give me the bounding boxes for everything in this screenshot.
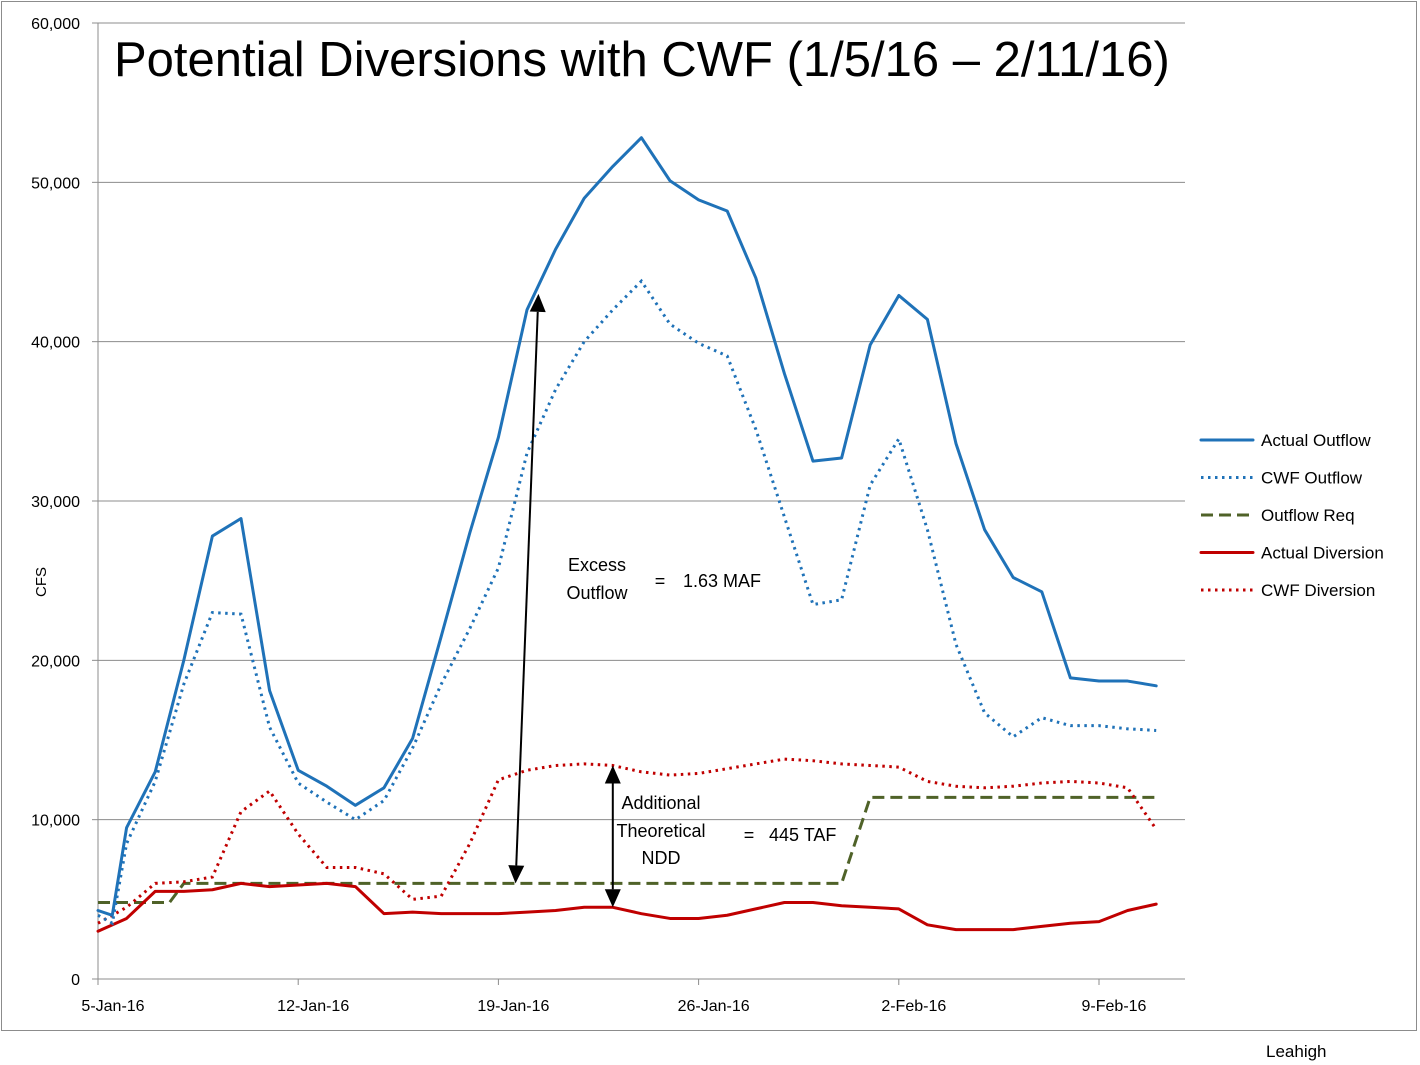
legend-item: CWF Diversion [1201, 581, 1375, 600]
x-tick-label: 26-Jan-16 [678, 998, 750, 1015]
y-tick-label: 10,000 [31, 813, 80, 830]
excess-arrow-head-bottom [508, 865, 525, 884]
legend-item: Outflow Req [1201, 506, 1355, 525]
ndd-arrow [604, 765, 621, 908]
ndd-label-line2: Theoretical [616, 821, 705, 841]
x-tick-label: 9-Feb-16 [1082, 998, 1147, 1015]
y-tick-label: 0 [71, 972, 80, 989]
legend-label: Outflow Req [1261, 506, 1355, 525]
excess-value: 1.63 MAF [683, 571, 761, 591]
ndd-label-line1: Additional [621, 793, 700, 813]
series-cwf-diversion [97, 757, 1158, 925]
ndd-arrow-head-top [604, 765, 621, 784]
legend-label: Actual Diversion [1261, 544, 1384, 563]
excess-annotation: Excess Outflow = 1.63 MAF [566, 555, 761, 603]
ndd-arrow-head-bottom [604, 889, 621, 908]
y-tick-label: 20,000 [31, 653, 80, 670]
excess-arrow-head-top [529, 293, 546, 313]
y-tick-label: 60,000 [31, 16, 80, 33]
y-tick-label: 40,000 [31, 335, 80, 352]
series-outflow-req [98, 795, 1157, 905]
y-tick-label: 50,000 [31, 175, 80, 192]
series-actual-diversion [96, 881, 1158, 933]
excess-equals: = [655, 571, 666, 591]
author-credit: Leahigh [1266, 1042, 1327, 1061]
legend-label: CWF Diversion [1261, 581, 1375, 600]
excess-label-line2: Outflow [566, 583, 628, 603]
x-tick-label: 2-Feb-16 [881, 998, 946, 1015]
chart-title: Potential Diversions with CWF (1/5/16 – … [114, 33, 1170, 87]
excess-label-line1: Excess [568, 555, 626, 575]
series-actual-outflow [96, 136, 1158, 917]
x-tick-label: 19-Jan-16 [477, 998, 549, 1015]
excess-arrow-shaft [515, 311, 539, 866]
legend-item: Actual Diversion [1199, 544, 1384, 563]
ndd-equals: = [744, 825, 755, 845]
x-tick-label: 12-Jan-16 [277, 998, 349, 1015]
chart-frame [1, 1, 1417, 1031]
legend-label: Actual Outflow [1261, 431, 1371, 450]
legend-item: CWF Outflow [1201, 469, 1363, 488]
gridlines [98, 22, 1185, 821]
axes: 0 10,000 20,000 30,000 40,000 50,000 60,000 5-J… [31, 16, 1185, 1015]
x-tick-label: 5-Jan-16 [81, 998, 144, 1015]
ndd-annotation: Additional Theoretical NDD = 445 TAF [616, 793, 836, 868]
annotations [508, 293, 621, 908]
ndd-value: 445 TAF [769, 825, 836, 845]
excess-arrow [508, 293, 546, 884]
legend: Actual Outflow CWF Outflow Outflow Req Actu… [1199, 431, 1384, 600]
y-axis-label: CFS [33, 567, 50, 597]
ndd-label-line3: NDD [642, 848, 681, 868]
y-tick-label: 30,000 [31, 494, 80, 511]
legend-label: CWF Outflow [1261, 469, 1363, 488]
legend-item: Actual Outflow [1199, 431, 1371, 450]
